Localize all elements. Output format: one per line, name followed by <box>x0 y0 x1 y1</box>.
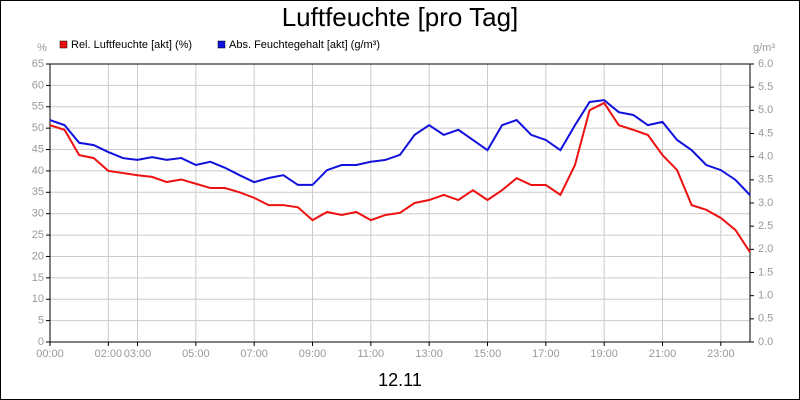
y-tick-label: 40 <box>32 165 44 177</box>
y-tick-label: 15 <box>32 272 44 284</box>
legend-swatch <box>59 40 68 49</box>
x-tick-label: 13:00 <box>415 348 443 360</box>
y2-tick-label: 3.5 <box>758 174 773 186</box>
x-tick-label: 07:00 <box>240 348 268 360</box>
x-tick-label: 11:00 <box>357 348 384 360</box>
y-tick-label: 35 <box>32 186 44 198</box>
x-tick-label: 19:00 <box>590 348 618 360</box>
y-tick-label: 55 <box>32 101 44 113</box>
legend-swatch <box>217 40 226 49</box>
x-tick-label: 00:00 <box>36 348 64 360</box>
y-tick-label: 25 <box>32 229 44 241</box>
x-tick-label: 15:00 <box>474 348 502 360</box>
y2-tick-label: 4.5 <box>758 127 773 139</box>
plot-border <box>49 63 751 343</box>
plot-area <box>50 64 750 342</box>
y-tick-label: 30 <box>32 208 44 220</box>
y2-tick-label: 0.0 <box>758 336 773 348</box>
x-axis-label: 12.11 <box>378 370 422 390</box>
x-tick-label: 23:00 <box>707 348 735 360</box>
y2-tick-label: 2.5 <box>758 220 773 232</box>
y-tick-label: 45 <box>32 143 44 155</box>
x-tick-label: 21:00 <box>649 348 677 360</box>
y2-tick-label: 6.0 <box>758 58 773 70</box>
y-tick-label: 20 <box>32 250 44 262</box>
data-line <box>49 101 751 253</box>
y-tick-label: 5 <box>38 315 44 327</box>
y2-tick-label: 1.5 <box>758 266 773 278</box>
y2-tick-label: 0.5 <box>758 313 773 325</box>
y-axis-unit: % <box>37 42 47 54</box>
x-tick-label: 09:00 <box>299 348 327 360</box>
y2-tick-label: 5.0 <box>758 104 773 116</box>
y2-tick-label: 4.0 <box>758 151 773 163</box>
y2-tick-label: 2.0 <box>758 243 773 255</box>
x-tick-label: 02:00 <box>95 348 123 360</box>
x-tick-label: 05:00 <box>182 348 210 360</box>
y-tick-label: 0 <box>38 336 44 348</box>
y-tick-label: 50 <box>32 122 44 134</box>
y2-tick-label: 3.0 <box>758 197 773 209</box>
chart-title: Luftfeuchte [pro Tag] <box>282 2 519 32</box>
y2-axis-unit: g/m³ <box>753 42 775 54</box>
y-tick-label: 60 <box>32 79 44 91</box>
data-line <box>49 99 751 196</box>
y-tick-label: 10 <box>32 293 44 305</box>
y2-tick-label: 1.0 <box>758 290 773 302</box>
x-tick-label: 17:00 <box>532 348 560 360</box>
x-tick-label: 03:00 <box>124 348 152 360</box>
legend-label: Abs. Feuchtegehalt [akt] (g/m³) <box>229 39 380 51</box>
legend-label: Rel. Luftfeuchte [akt] (%) <box>71 39 192 51</box>
y-tick-label: 65 <box>32 58 44 70</box>
y2-tick-label: 5.5 <box>758 81 773 93</box>
